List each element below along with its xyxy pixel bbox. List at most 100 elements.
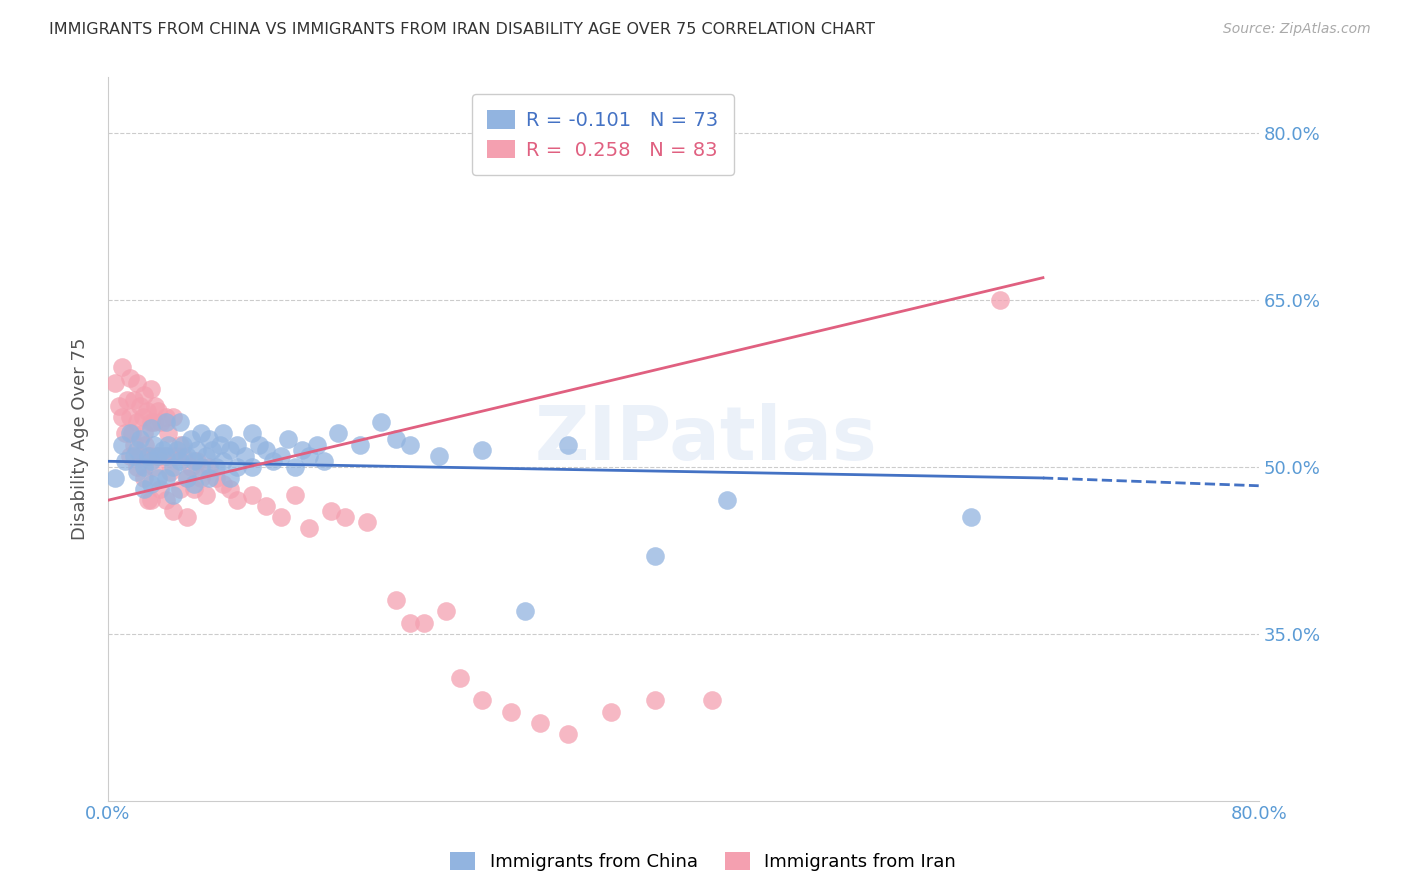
Point	[600, 705, 623, 719]
Point	[326, 426, 349, 441]
Point	[180, 459, 202, 474]
Point	[157, 426, 180, 441]
Point	[716, 493, 738, 508]
Point	[471, 693, 494, 707]
Point	[176, 471, 198, 485]
Point	[212, 426, 235, 441]
Point	[108, 399, 131, 413]
Point	[305, 437, 328, 451]
Point	[262, 454, 284, 468]
Point	[136, 449, 159, 463]
Point	[190, 426, 212, 441]
Point	[434, 605, 457, 619]
Point	[169, 437, 191, 451]
Point	[166, 449, 188, 463]
Point	[988, 293, 1011, 307]
Point	[132, 387, 155, 401]
Point	[104, 471, 127, 485]
Point	[145, 399, 167, 413]
Point	[122, 449, 145, 463]
Point	[197, 432, 219, 446]
Point	[139, 493, 162, 508]
Text: IMMIGRANTS FROM CHINA VS IMMIGRANTS FROM IRAN DISABILITY AGE OVER 75 CORRELATION: IMMIGRANTS FROM CHINA VS IMMIGRANTS FROM…	[49, 22, 875, 37]
Y-axis label: Disability Age Over 75: Disability Age Over 75	[72, 338, 89, 541]
Point	[226, 493, 249, 508]
Point	[162, 504, 184, 518]
Point	[162, 449, 184, 463]
Point	[139, 476, 162, 491]
Point	[155, 471, 177, 485]
Point	[149, 482, 172, 496]
Point	[136, 449, 159, 463]
Point	[169, 482, 191, 496]
Point	[132, 482, 155, 496]
Point	[529, 715, 551, 730]
Point	[155, 493, 177, 508]
Point	[176, 471, 198, 485]
Point	[499, 705, 522, 719]
Point	[111, 359, 134, 374]
Point	[115, 393, 138, 408]
Point	[155, 409, 177, 424]
Point	[135, 404, 157, 418]
Point	[122, 437, 145, 451]
Point	[190, 459, 212, 474]
Text: ZIPatlas: ZIPatlas	[536, 402, 877, 475]
Point	[128, 449, 150, 463]
Point	[132, 471, 155, 485]
Point	[186, 454, 208, 468]
Point	[205, 471, 228, 485]
Point	[152, 449, 174, 463]
Point	[148, 404, 170, 418]
Point	[114, 454, 136, 468]
Point	[162, 459, 184, 474]
Point	[270, 449, 292, 463]
Point	[384, 432, 406, 446]
Point	[284, 488, 307, 502]
Point	[172, 449, 194, 463]
Point	[219, 471, 242, 485]
Text: Source: ZipAtlas.com: Source: ZipAtlas.com	[1223, 22, 1371, 37]
Point	[240, 459, 263, 474]
Point	[513, 605, 536, 619]
Point	[121, 426, 143, 441]
Point	[172, 437, 194, 451]
Point	[136, 493, 159, 508]
Point	[291, 443, 314, 458]
Point	[152, 443, 174, 458]
Point	[155, 415, 177, 429]
Point	[471, 443, 494, 458]
Point	[114, 426, 136, 441]
Point	[118, 409, 141, 424]
Point	[125, 376, 148, 391]
Point	[254, 499, 277, 513]
Point	[240, 488, 263, 502]
Point	[298, 449, 321, 463]
Point	[125, 443, 148, 458]
Point	[128, 432, 150, 446]
Point	[111, 409, 134, 424]
Point	[180, 432, 202, 446]
Point	[118, 426, 141, 441]
Point	[197, 459, 219, 474]
Point	[254, 443, 277, 458]
Point	[111, 437, 134, 451]
Point	[132, 459, 155, 474]
Point	[319, 504, 342, 518]
Point	[335, 509, 357, 524]
Point	[148, 449, 170, 463]
Point	[247, 437, 270, 451]
Point	[270, 509, 292, 524]
Point	[139, 454, 162, 468]
Point	[277, 432, 299, 446]
Point	[143, 437, 166, 451]
Point	[557, 727, 579, 741]
Point	[162, 409, 184, 424]
Point	[205, 459, 228, 474]
Point	[155, 449, 177, 463]
Point	[226, 459, 249, 474]
Point	[413, 615, 436, 630]
Point	[104, 376, 127, 391]
Point	[122, 393, 145, 408]
Point	[183, 482, 205, 496]
